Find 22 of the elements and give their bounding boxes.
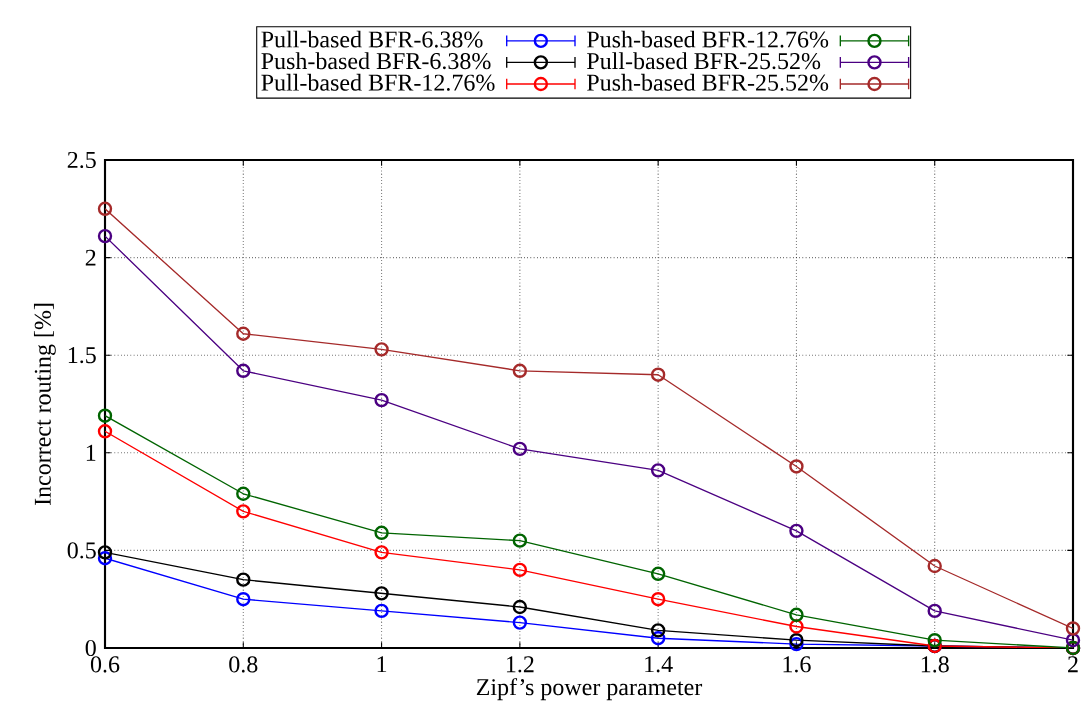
legend-label: Push-based BFR-25.52%: [587, 73, 829, 91]
x-tick-label: 1.2: [506, 656, 534, 673]
legend-label: Push-based BFR-6.38%: [261, 52, 491, 70]
x-axis-title: Zipf’s power parameter: [476, 678, 703, 701]
legend-label: Push-based BFR-12.76%: [587, 30, 829, 48]
x-tick-label: 1.4: [645, 656, 673, 673]
y-tick-label: 2: [85, 249, 96, 266]
x-tick-label: 0.6: [90, 656, 120, 673]
y-tick-label: 2.5: [67, 151, 96, 169]
y-tick-label: 1.5: [68, 347, 96, 364]
x-tick-label: 1.8: [921, 656, 949, 673]
y-axis-title: Incorrect routing [%]: [33, 303, 56, 506]
x-tick-label: 2: [1068, 656, 1078, 673]
legend-label: Pull-based BFR-25.52%: [587, 52, 821, 70]
legend-label: Pull-based BFR-12.76%: [261, 73, 495, 91]
legend-label: Pull-based BFR-6.38%: [261, 30, 483, 48]
x-tick-label: 0.8: [229, 656, 258, 673]
y-tick-label: 1: [86, 444, 96, 461]
y-tick-label: 0: [85, 639, 96, 657]
x-tick-label: 1: [377, 656, 387, 673]
y-tick-label: 0.5: [67, 542, 96, 559]
x-tick-label: 1.6: [783, 656, 811, 673]
